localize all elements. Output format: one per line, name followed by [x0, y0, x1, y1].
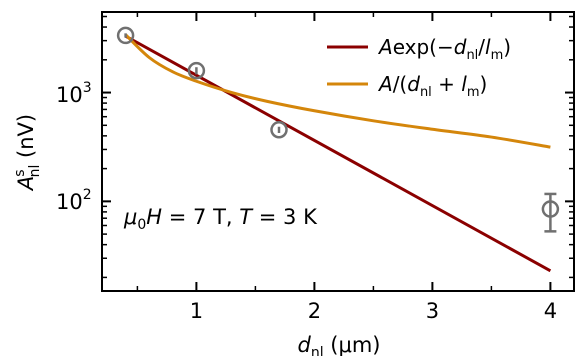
series-inverse-line: [124, 33, 551, 149]
point-marker: [541, 200, 560, 218]
legend: Aexp(−dnl/lm) A/(dnl + lm): [327, 35, 511, 100]
series-layer: [124, 33, 552, 273]
legend-label-exp: Aexp(−dnl/lm): [377, 35, 511, 63]
x-tick-label: 3: [426, 299, 439, 323]
point-marker: [270, 121, 288, 139]
x-tick-label: 2: [308, 299, 321, 323]
annotation: μ0H = 7 T, T = 3 K: [123, 205, 318, 233]
data-point: [270, 121, 288, 139]
data-point: [187, 61, 206, 80]
point-marker: [116, 26, 135, 45]
plot-frame: [101, 11, 575, 292]
data-point: [541, 192, 560, 233]
point-marker: [187, 61, 206, 80]
y-axis-label: Asnl (nV): [12, 114, 43, 192]
y-tick-label-100: 102: [56, 187, 92, 214]
points-layer: [116, 26, 560, 233]
data-point: [116, 26, 135, 45]
x-tick-label: 1: [190, 299, 203, 323]
series-exp-line: [124, 34, 552, 273]
x-tick-label: 4: [544, 299, 557, 323]
legend-label-inv: A/(dnl + lm): [377, 72, 487, 100]
ticks-layer: 1 2 3 4: [102, 12, 574, 323]
x-axis-label: dnl (μm): [298, 333, 381, 356]
y-tick-label-1000: 103: [56, 80, 92, 107]
